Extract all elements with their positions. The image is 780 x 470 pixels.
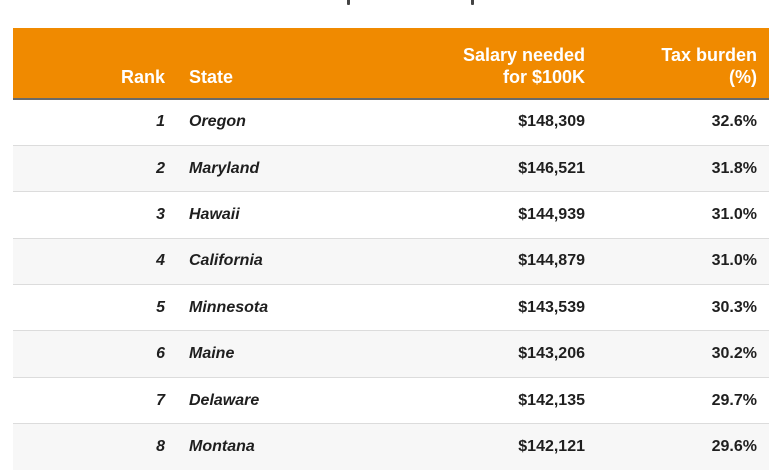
rank-cell: 7: [13, 377, 177, 425]
clipped-glyph: [347, 0, 350, 5]
header-tax: Tax burden (%): [597, 28, 769, 100]
rank-cell: 5: [13, 284, 177, 332]
clipped-glyph: [471, 0, 474, 5]
state-cell: Oregon: [177, 99, 405, 146]
header-row: Rank State Salary needed for $100K Tax b…: [13, 28, 769, 100]
table-row: 6 Maine $143,206 30.2%: [13, 330, 769, 378]
salary-cell: $144,879: [405, 238, 597, 286]
state-cell: Maine: [177, 330, 405, 378]
header-salary-line1: Salary needed: [462, 45, 585, 65]
header-salary: Salary needed for $100K: [405, 28, 597, 100]
tax-cell: 29.6%: [597, 423, 769, 470]
salary-cell: $148,309: [405, 99, 597, 146]
salary-cell: $146,521: [405, 145, 597, 193]
rank-cell: 2: [13, 145, 177, 193]
table-row: 1 Oregon $148,309 32.6%: [13, 99, 769, 146]
tax-cell: 31.8%: [597, 145, 769, 193]
salary-cell: $143,206: [405, 330, 597, 378]
salary-cell: $144,939: [405, 191, 597, 239]
table-row: 4 California $144,879 31.0%: [13, 238, 769, 286]
table-row: 3 Hawaii $144,939 31.0%: [13, 191, 769, 239]
state-cell: Delaware: [177, 377, 405, 425]
tax-cell: 30.3%: [597, 284, 769, 332]
tax-cell: 30.2%: [597, 330, 769, 378]
table-header: Rank State Salary needed for $100K Tax b…: [13, 28, 769, 100]
tax-cell: 32.6%: [597, 99, 769, 146]
tax-cell: 31.0%: [597, 191, 769, 239]
state-cell: Maryland: [177, 145, 405, 193]
state-cell: Montana: [177, 423, 405, 470]
tax-cell: 29.7%: [597, 377, 769, 425]
rank-cell: 8: [13, 423, 177, 470]
state-cell: Hawaii: [177, 191, 405, 239]
salary-table: Rank State Salary needed for $100K Tax b…: [13, 28, 769, 470]
header-tax-line2: (%): [729, 67, 757, 87]
clipped-caption-remnant: [0, 0, 780, 5]
rank-cell: 4: [13, 238, 177, 286]
header-state: State: [177, 28, 405, 100]
salary-cell: $142,121: [405, 423, 597, 470]
state-cell: California: [177, 238, 405, 286]
rank-cell: 3: [13, 191, 177, 239]
table-row: 7 Delaware $142,135 29.7%: [13, 377, 769, 425]
rank-cell: 1: [13, 99, 177, 146]
table-row: 2 Maryland $146,521 31.8%: [13, 145, 769, 193]
table-row: 5 Minnesota $143,539 30.3%: [13, 284, 769, 332]
salary-cell: $143,539: [405, 284, 597, 332]
state-cell: Minnesota: [177, 284, 405, 332]
header-salary-line2: for $100K: [502, 67, 585, 87]
table-row: 8 Montana $142,121 29.6%: [13, 423, 769, 470]
tax-cell: 31.0%: [597, 238, 769, 286]
header-tax-line1: Tax burden: [661, 45, 757, 65]
header-rank: Rank: [13, 28, 177, 100]
table-body: 1 Oregon $148,309 32.6% 2 Maryland $146,…: [13, 99, 769, 470]
salary-cell: $142,135: [405, 377, 597, 425]
rank-cell: 6: [13, 330, 177, 378]
